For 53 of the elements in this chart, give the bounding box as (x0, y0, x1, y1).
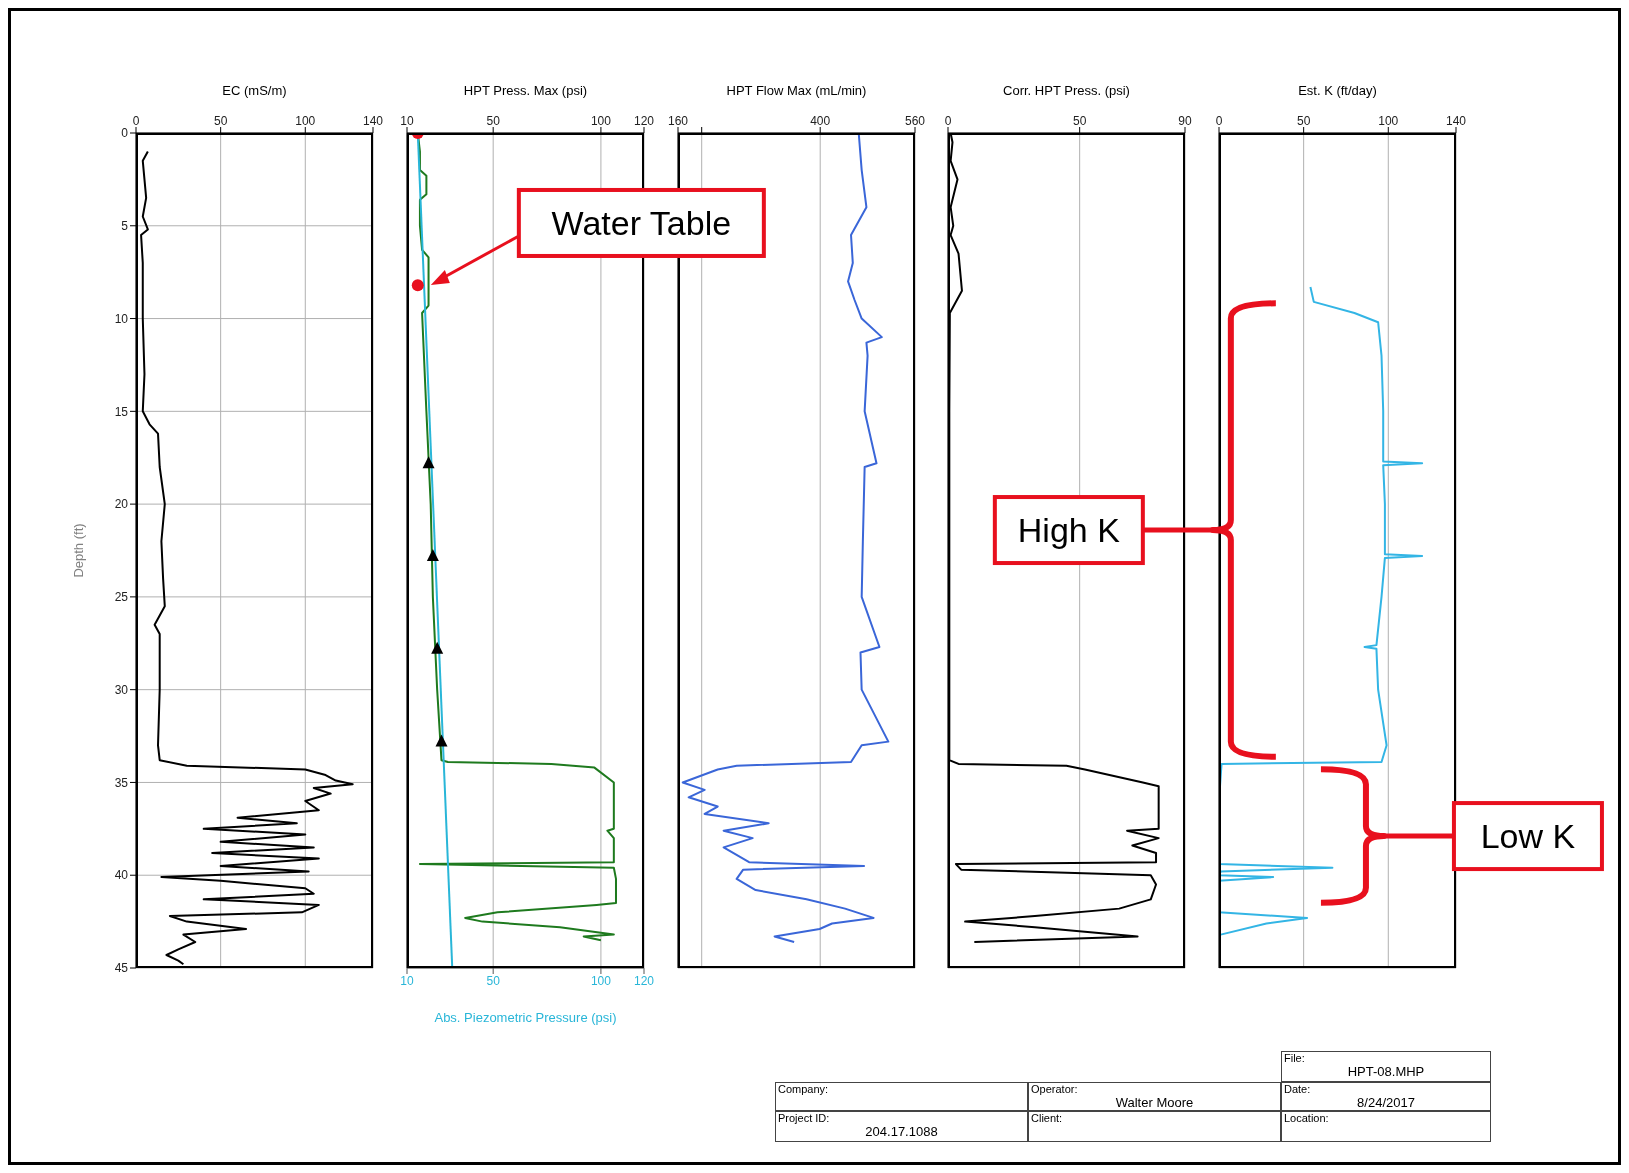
x2-axis-title: Abs. Piezometric Pressure (psi) (434, 1010, 617, 1025)
x-axis-title: HPT Flow Max (mL/min) (725, 82, 868, 100)
x-tick-label: 10 (400, 114, 414, 128)
x-tick-label: 100 (1378, 114, 1399, 128)
text: 8/24/2017 (1356, 1095, 1416, 1110)
x-tick-label: 100 (295, 114, 316, 128)
annotation: Water Table (551, 203, 732, 242)
x2-tick-label: 10 (400, 973, 414, 988)
x2-tick-label: 100 (590, 973, 612, 988)
text: Walter Moore (1114, 1095, 1195, 1110)
x2-tick-label: 50 (486, 973, 501, 988)
y-tick-label: 15 (114, 404, 129, 419)
x-tick-label: 50 (1072, 114, 1087, 128)
annotation: High K (1017, 511, 1121, 550)
y-tick-label: 0 (121, 126, 129, 141)
x-tick-label: 100 (590, 114, 612, 128)
text: Date: (1284, 1083, 1311, 1095)
x-tick-label: 50 (213, 114, 228, 128)
x-tick-label: 50 (486, 114, 501, 128)
x-axis-title: Corr. HPT Press. (psi) (1002, 82, 1131, 100)
x-tick-label: 90 (1178, 114, 1192, 128)
y-tick-label: 30 (114, 682, 129, 697)
text: Project ID: (778, 1112, 830, 1124)
text: Company: (778, 1083, 829, 1095)
x-tick-label: 0 (1215, 114, 1223, 128)
x-axis-title: EC (mS/m) (221, 82, 288, 100)
x-tick-label: 140 (362, 114, 384, 128)
text: File: (1284, 1052, 1305, 1064)
x-tick-label: 140 (1445, 114, 1467, 128)
text: 204.17.1088 (864, 1124, 939, 1139)
x-tick-label: 560 (904, 114, 926, 128)
x-tick-label: 0 (132, 114, 140, 128)
y-tick-label: 20 (114, 497, 129, 512)
x2-tick-label: 120 (633, 973, 655, 988)
x-tick-label: 0 (944, 114, 952, 128)
y-axis-title: Depth (ft) (70, 523, 86, 578)
text: Operator: (1031, 1083, 1078, 1095)
y-tick-label: 45 (114, 961, 129, 976)
y-tick-label: 40 (114, 868, 129, 883)
x-tick-label: 120 (633, 114, 655, 128)
x-tick-label: 400 (810, 114, 831, 128)
y-tick-label: 5 (121, 219, 129, 234)
y-tick-label: 25 (114, 590, 129, 605)
x-axis-title: HPT Press. Max (psi) (462, 82, 589, 100)
text: HPT-08.MHP (1346, 1064, 1426, 1079)
text: Location: (1284, 1112, 1329, 1124)
y-tick-label: 35 (114, 775, 129, 790)
y-tick-label: 10 (114, 311, 129, 326)
x-tick-label: 50 (1296, 114, 1311, 128)
x-axis-title: Est. K (ft/day) (1297, 82, 1378, 100)
text: Client: (1031, 1112, 1063, 1124)
x-tick-label: 160 (667, 114, 689, 128)
text: Low K (1480, 817, 1576, 856)
